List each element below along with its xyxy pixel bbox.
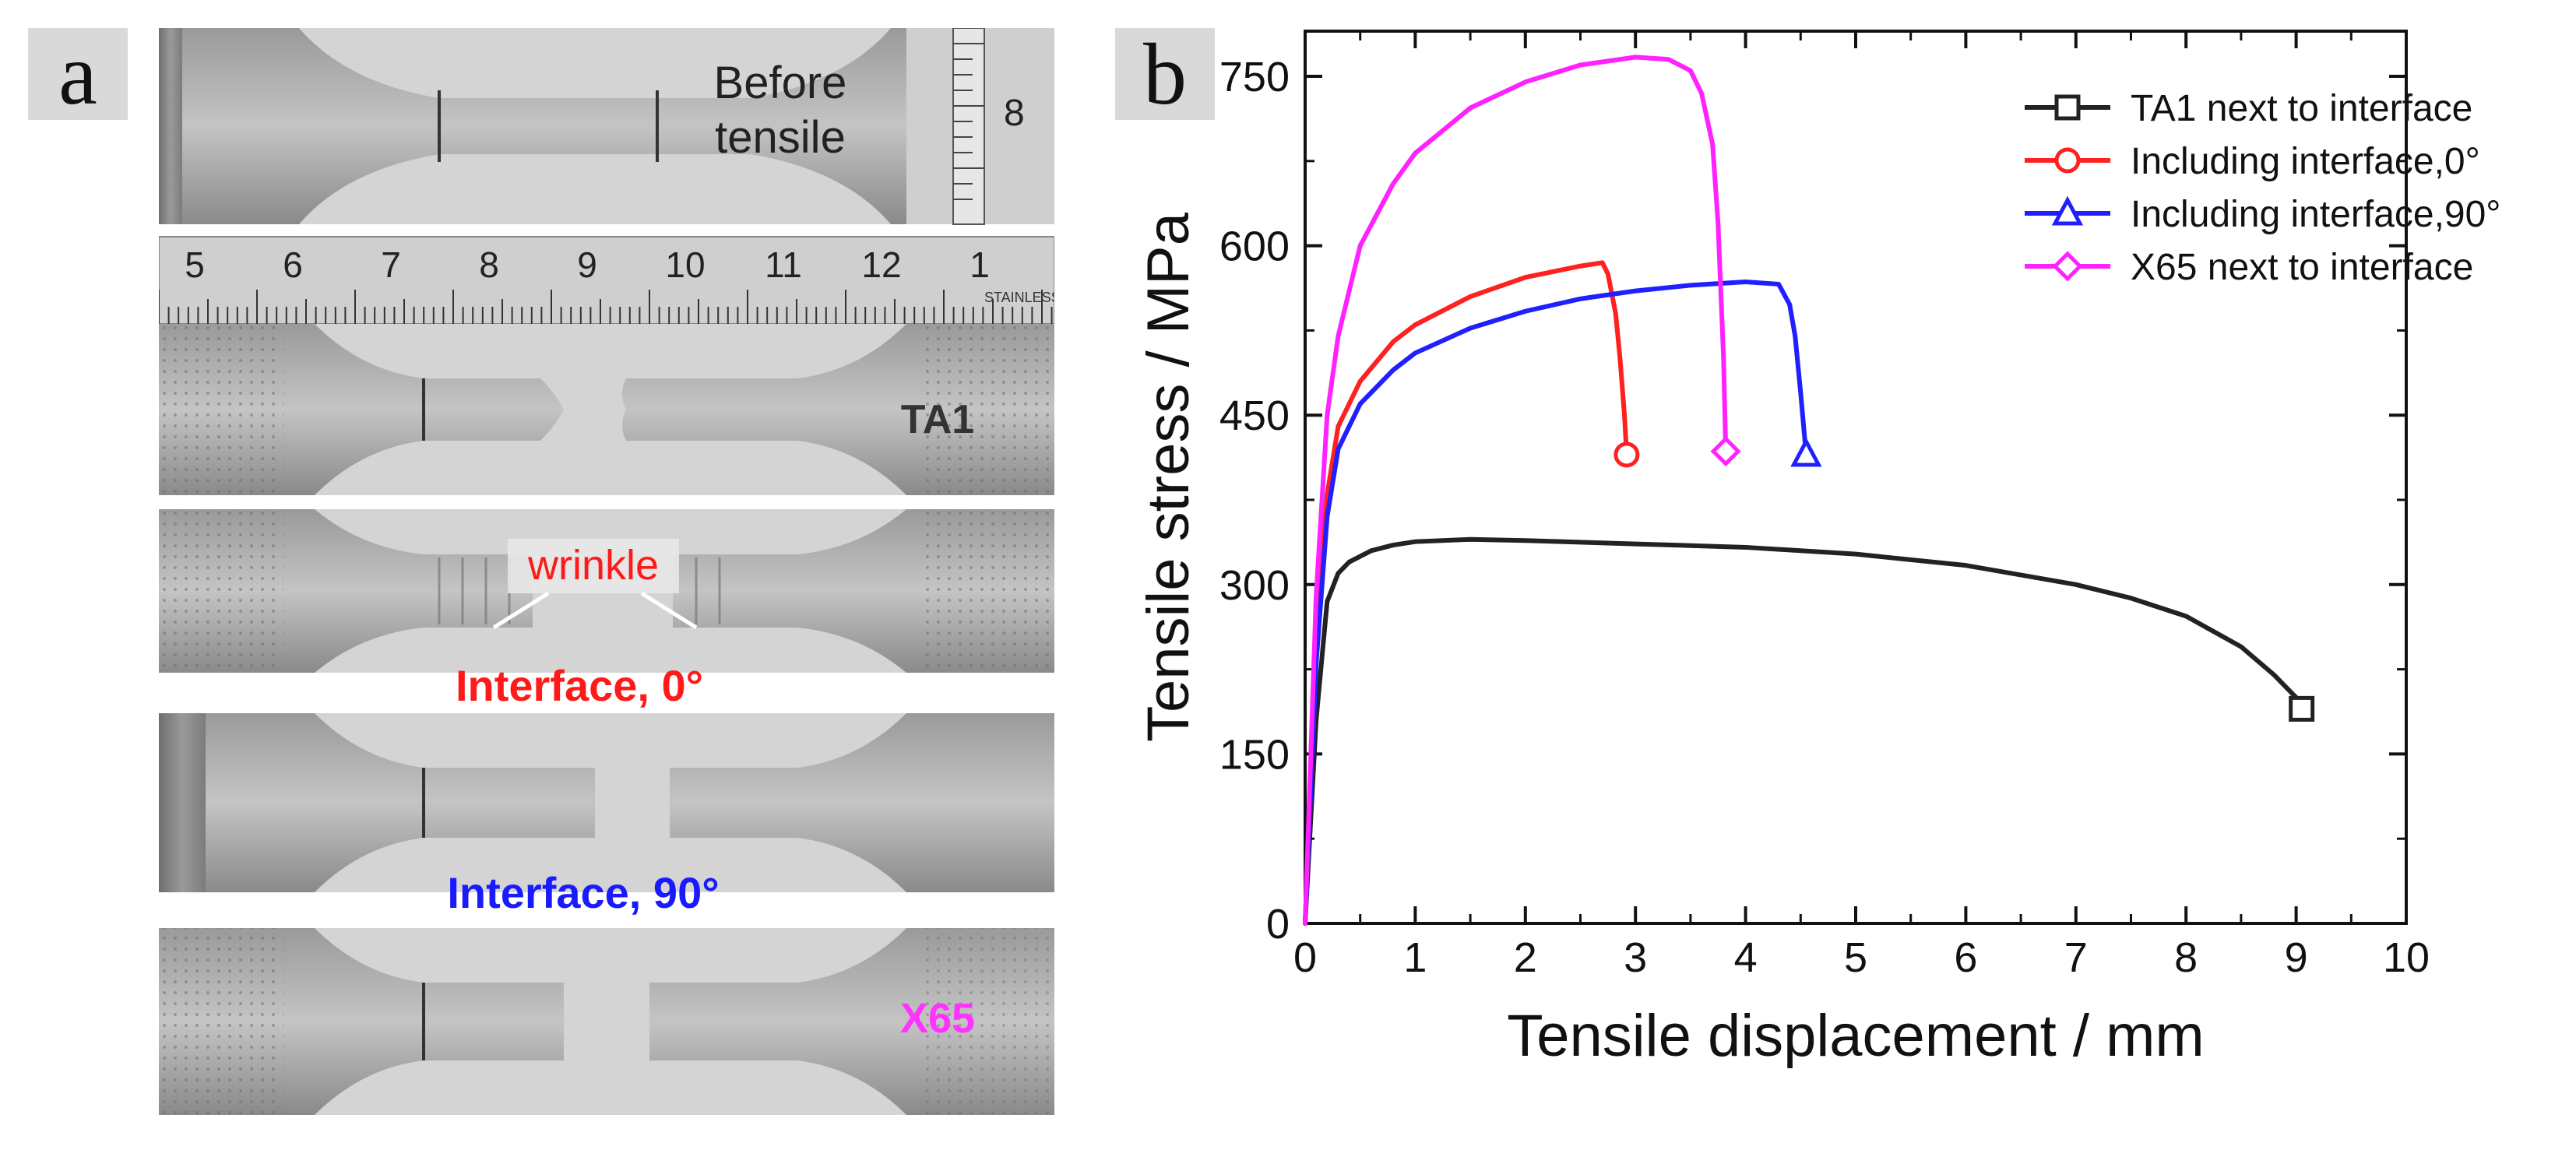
before-tensile-label-2: tensile [715,112,846,163]
wrinkle-label: wrinkle [527,542,659,589]
y-tick-label: 150 [1219,731,1290,778]
panel-b-tag-text: b [1143,26,1187,123]
x-tick-label: 2 [1514,934,1537,981]
panel-a-tag-text: a [58,26,97,123]
series-line-0 [1303,536,2304,926]
panel-b-tag: b [1115,28,1215,120]
ruler-number: 12 [861,244,901,285]
sample-label-ta1: TA1 [901,397,974,442]
series-line-3 [1303,55,1729,926]
y-tick-label: 300 [1219,562,1290,609]
ruler: 5 6 7 8 9 10 11 12 1 STAINLESS [159,236,1054,325]
x-tick-label: 10 [2383,934,2430,981]
legend-label-3: X65 next to interface [2131,247,2473,288]
legend-marker-0 [2054,94,2081,121]
before-tensile-photo: 8 Before tensile [159,28,1054,225]
legend-marker-2 [2051,195,2084,226]
y-axis-title: Tensile stress / MPa [1135,212,1202,742]
specimen-interface-90-photo: Interface, 90° [159,713,1054,917]
x-tick-label: 0 [1293,934,1317,981]
ruler-number: 5 [185,244,205,285]
x-tick-label: 7 [2064,934,2088,981]
x-tick-label: 6 [1954,934,1977,981]
small-ruler-mark: 8 [1004,93,1025,134]
series-line-1 [1303,260,1629,926]
legend-label-2: Including interface,90° [2131,194,2501,235]
legend-label-0: TA1 next to interface [2131,88,2472,129]
y-tick-label: 750 [1219,54,1290,100]
sample-label-interface-0: Interface, 0° [456,661,703,710]
ruler-number: 6 [283,244,303,285]
ruler-number: 7 [381,244,401,285]
x-axis-title: Tensile displacement / mm [1507,1003,2204,1069]
series-end-marker-2 [1790,437,1822,467]
stress-displacement-chart: 0 1 2 3 4 5 6 7 8 9 10 0 150 300 450 600 750 Tensile disp… [1135,30,2501,1069]
ruler-number: 10 [665,244,705,285]
y-tick-label: 600 [1219,223,1290,270]
x-tick-label: 8 [2174,934,2198,981]
x-tick-label: 3 [1624,934,1647,981]
series-end-marker-1 [1614,441,1640,468]
legend-marker-3 [2052,251,2083,282]
specimen-interface-0-photo: wrinkle Interface, 0° [159,509,1054,710]
series-line-2 [1303,280,1809,926]
series-end-marker-0 [2289,695,2315,722]
ruler-number: 11 [765,244,802,285]
x-tick-label: 9 [2285,934,2308,981]
specimen-photo-panel: 8 Before tensile 5 6 7 8 9 10 11 12 1 STAINLESS … [159,28,1054,1115]
y-tick-label: 0 [1266,901,1290,948]
before-tensile-label-1: Before [714,58,847,108]
specimen-x65-photo: X65 [159,928,1054,1115]
sample-label-x65: X65 [900,995,975,1042]
specimen-ta1-photo: TA1 [159,324,1054,495]
legend-marker-1 [2054,147,2081,174]
y-tick-label: 450 [1219,392,1290,439]
x-tick-label: 1 [1403,934,1427,981]
panel-a-tag: a [28,28,128,120]
sample-label-interface-90: Interface, 90° [447,868,719,917]
x-tick-label: 4 [1734,934,1758,981]
ruler-brand: STAINLESS [984,290,1054,305]
ruler-number: 1 [970,244,990,285]
legend-label-1: Including interface,0° [2131,141,2480,182]
x-tick-label: 5 [1844,934,1867,981]
ruler-number: 9 [577,244,597,285]
series-end-marker-3 [1710,436,1741,467]
ruler-number: 8 [479,244,499,285]
